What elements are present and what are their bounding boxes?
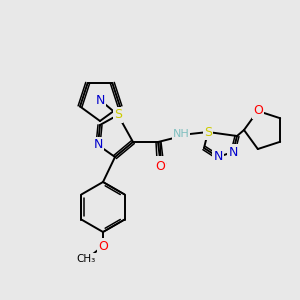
Text: O: O [155, 160, 165, 172]
Text: N: N [228, 146, 238, 158]
Text: O: O [98, 239, 108, 253]
Text: O: O [156, 158, 166, 170]
Text: CH₃: CH₃ [76, 254, 96, 264]
Text: S: S [204, 125, 212, 139]
Text: N: N [93, 139, 103, 152]
Text: S: S [114, 109, 122, 122]
Text: O: O [253, 104, 263, 118]
Text: N: N [95, 94, 105, 106]
Text: N: N [213, 151, 223, 164]
Text: NH: NH [172, 129, 189, 139]
